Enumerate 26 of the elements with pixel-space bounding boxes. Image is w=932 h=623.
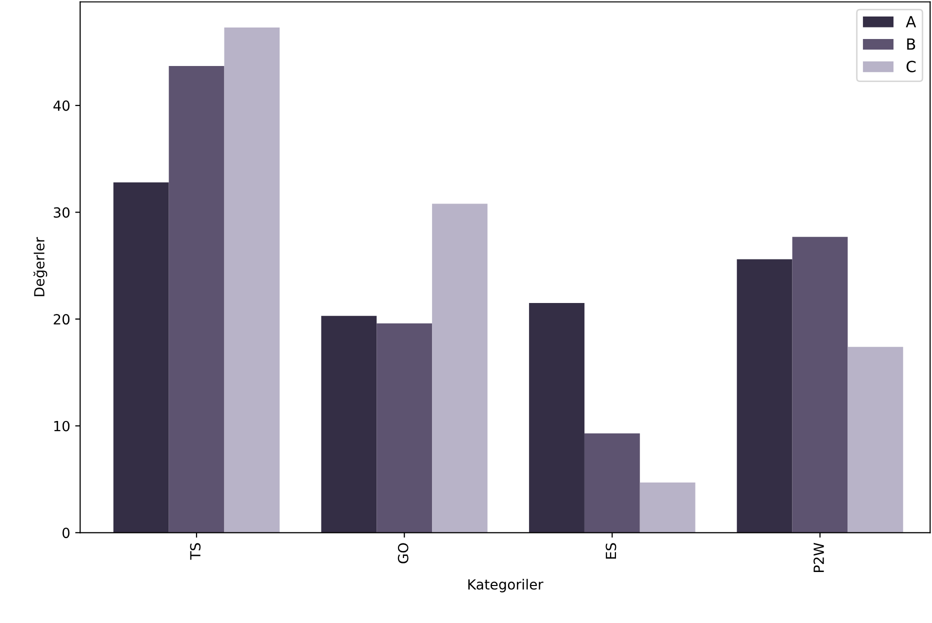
- y-tick-label: 20: [54, 314, 70, 325]
- x-tick-label: TS: [190, 543, 201, 560]
- bar: [113, 182, 169, 533]
- bar: [792, 236, 848, 533]
- bar: [432, 204, 488, 533]
- bar: [584, 433, 640, 533]
- bar: [848, 346, 904, 533]
- bar: [376, 323, 432, 533]
- bar: [529, 303, 584, 533]
- bar: [736, 259, 792, 533]
- x-tick-label: P2W: [814, 542, 824, 572]
- bar: [640, 482, 696, 533]
- y-tick-label: 10: [54, 420, 70, 432]
- legend-label: A: [906, 16, 916, 28]
- y-axis-title: Değerler: [33, 237, 48, 296]
- x-tick-label: ES: [606, 543, 616, 559]
- bar: [224, 28, 280, 533]
- x-tick-label: GO: [398, 543, 408, 564]
- y-tick-label: 30: [54, 207, 70, 218]
- y-tick-label: 40: [53, 100, 70, 111]
- legend-label: C: [906, 60, 916, 72]
- y-tick-label: 0: [62, 528, 70, 538]
- legend-label: B: [907, 38, 916, 50]
- bar: [168, 66, 224, 533]
- bar: [321, 316, 377, 533]
- x-axis-title: Kategoriler: [468, 578, 544, 592]
